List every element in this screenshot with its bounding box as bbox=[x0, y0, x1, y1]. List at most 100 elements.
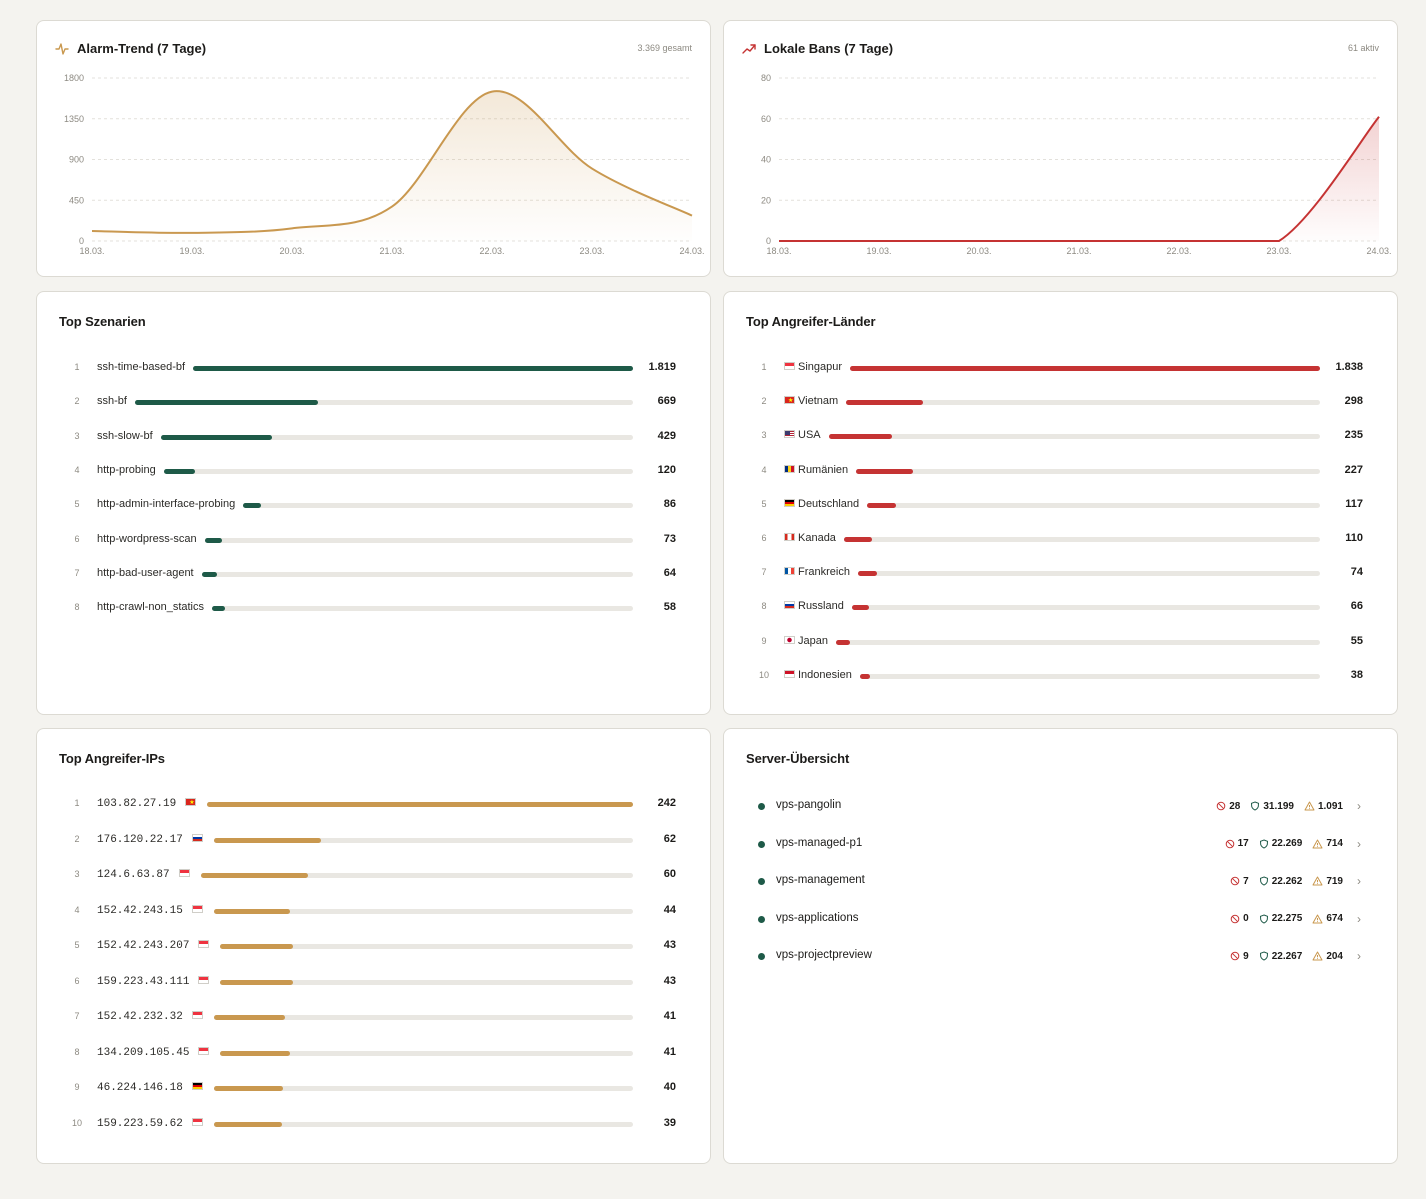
country-row[interactable]: 5 Deutschland 117 bbox=[724, 498, 1397, 512]
country-row[interactable]: 2 ★ Vietnam 298 bbox=[724, 395, 1397, 409]
bar-value: 227 bbox=[1344, 463, 1363, 476]
chevron-right-icon[interactable]: › bbox=[1357, 949, 1361, 963]
server-row[interactable]: vps-applications 0 22.275 674 › bbox=[724, 911, 1397, 927]
ip-row[interactable]: 9 46.224.146.18 40 bbox=[37, 1081, 710, 1095]
server-bans: 0 bbox=[1230, 913, 1249, 924]
scenario-name-text: ssh-time-based-bf bbox=[97, 361, 186, 373]
flag-sg-icon bbox=[198, 1046, 210, 1055]
server-alerts-value: 719 bbox=[1326, 875, 1343, 887]
rank-number: 7 bbox=[761, 567, 767, 578]
scenario-row[interactable]: 4 http-probing 120 bbox=[37, 464, 710, 478]
country-name-text: Frankreich bbox=[798, 566, 850, 579]
country-name: Kanada bbox=[784, 532, 836, 544]
rank-number: 1 bbox=[74, 798, 80, 808]
bar-value: 41 bbox=[663, 1010, 676, 1022]
ip-row[interactable]: 4 152.42.243.15 44 bbox=[37, 904, 710, 918]
server-bans-value: 9 bbox=[1243, 950, 1249, 962]
server-stats: 17 22.269 714 › bbox=[1225, 837, 1361, 851]
server-row[interactable]: vps-projectpreview 9 22.267 204 › bbox=[724, 948, 1397, 964]
series-line bbox=[779, 116, 1380, 243]
bar-value: 64 bbox=[663, 566, 676, 579]
server-row[interactable]: vps-management 7 22.262 719 › bbox=[724, 873, 1397, 889]
series-area bbox=[92, 91, 692, 241]
server-stats: 28 31.199 1.091 › bbox=[1216, 799, 1361, 813]
server-name: vps-managed-p1 bbox=[776, 836, 863, 849]
trending-up-icon bbox=[742, 43, 756, 54]
bar-fill bbox=[220, 944, 294, 949]
bar-fill bbox=[836, 639, 851, 645]
scenario-row[interactable]: 6 http-wordpress-scan 73 bbox=[37, 533, 710, 547]
scenario-row[interactable]: 8 http-crawl-non_statics 58 bbox=[37, 601, 710, 615]
country-name: Singapur bbox=[784, 361, 842, 373]
local-bans-card: Lokale Bans (7 Tage) 61 aktiv 0 20 40 60 80 1… bbox=[723, 20, 1398, 277]
country-row[interactable]: 1 Singapur 1.838 bbox=[724, 361, 1397, 375]
y-tick-label: 20 bbox=[761, 195, 771, 205]
bar-value: 43 bbox=[663, 939, 676, 951]
country-row[interactable]: 4 Rumänien 227 bbox=[724, 464, 1397, 478]
x-tick-label: 22.03. bbox=[479, 246, 504, 256]
alarm-trend-header: Alarm-Trend (7 Tage) bbox=[55, 41, 206, 56]
scenario-row[interactable]: 2 ssh-bf 669 bbox=[37, 395, 710, 409]
ip-row[interactable]: 2 176.120.22.17 62 bbox=[37, 833, 710, 847]
ip-row[interactable]: 10 159.223.59.62 39 bbox=[37, 1117, 710, 1131]
ip-row[interactable]: 7 152.42.232.32 41 bbox=[37, 1010, 710, 1024]
bar-fill bbox=[243, 503, 262, 509]
rank-number: 3 bbox=[74, 430, 80, 441]
ip-row[interactable]: 1 103.82.27.19 ★ 242 bbox=[37, 797, 710, 811]
y-tick-label: 900 bbox=[69, 155, 84, 165]
scenario-row[interactable]: 5 http-admin-interface-probing 86 bbox=[37, 498, 710, 512]
scenario-row[interactable]: 7 http-bad-user-agent 64 bbox=[37, 567, 710, 581]
country-name-text: Indonesien bbox=[798, 668, 852, 681]
y-tick-label: 60 bbox=[761, 114, 771, 124]
flag-ru-icon bbox=[784, 601, 795, 610]
ip-row[interactable]: 6 159.223.43.111 43 bbox=[37, 975, 710, 989]
ip-address-text: 159.223.43.111 bbox=[97, 975, 190, 988]
bar-fill bbox=[844, 537, 873, 542]
status-dot bbox=[758, 953, 765, 960]
server-row[interactable]: vps-managed-p1 17 22.269 714 › bbox=[724, 836, 1397, 852]
x-tick-label: 19.03. bbox=[866, 246, 891, 256]
bar-fill bbox=[220, 1050, 290, 1056]
bar-fill bbox=[202, 571, 218, 577]
top-scenarios-card: Top Szenarien 1 ssh-time-based-bf 1.819 2 ss… bbox=[36, 291, 711, 715]
server-stats: 7 22.262 719 › bbox=[1230, 874, 1361, 888]
chevron-right-icon[interactable]: › bbox=[1357, 874, 1361, 888]
rank-number: 10 bbox=[71, 1117, 82, 1128]
shield-icon bbox=[1259, 913, 1268, 924]
flag-vn-icon: ★ bbox=[784, 396, 795, 405]
alarm-trend-chart: 0 450 900 1350 1800 18.03. 19.03. 20.03. 21.03. 2… bbox=[64, 73, 705, 256]
country-row[interactable]: 9 Japan 55 bbox=[724, 635, 1397, 649]
ip-address-text: 46.224.146.18 bbox=[97, 1082, 183, 1094]
country-row[interactable]: 6 Kanada 110 bbox=[724, 532, 1397, 546]
flag-ro-icon bbox=[784, 464, 795, 473]
bar-fill bbox=[867, 502, 896, 508]
country-row[interactable]: 8 Russland 66 bbox=[724, 600, 1397, 614]
shield-icon bbox=[1259, 838, 1268, 849]
country-row[interactable]: 7 Frankreich 74 bbox=[724, 566, 1397, 580]
ip-address: 159.223.59.62 bbox=[97, 1117, 206, 1130]
bar-value: 120 bbox=[657, 463, 676, 476]
server-name: vps-applications bbox=[776, 911, 859, 924]
scenario-row[interactable]: 3 ssh-slow-bf 429 bbox=[37, 430, 710, 444]
country-name-text: Russland bbox=[798, 600, 844, 613]
server-decisions: 22.267 bbox=[1259, 951, 1302, 962]
y-tick-label: 450 bbox=[69, 195, 84, 205]
chevron-right-icon[interactable]: › bbox=[1357, 911, 1361, 926]
ip-row[interactable]: 8 134.209.105.45 41 bbox=[37, 1046, 710, 1060]
ip-row[interactable]: 3 124.6.63.87 60 bbox=[37, 868, 710, 882]
country-row[interactable]: 3 USA 235 bbox=[724, 429, 1397, 443]
bar-fill bbox=[201, 873, 309, 878]
flag-sg-icon bbox=[191, 1011, 203, 1020]
flag-fr-icon bbox=[784, 567, 795, 576]
warning-icon bbox=[1312, 839, 1323, 848]
chevron-right-icon[interactable]: › bbox=[1357, 836, 1361, 851]
server-row[interactable]: vps-pangolin 28 31.199 1.091 › bbox=[724, 798, 1397, 814]
country-row[interactable]: 10 Indonesien 38 bbox=[724, 669, 1397, 683]
scenario-name-text: http-probing bbox=[97, 463, 156, 476]
scenario-row[interactable]: 1 ssh-time-based-bf 1.819 bbox=[37, 361, 710, 375]
bar-value: 55 bbox=[1350, 634, 1363, 647]
server-alerts: 1.091 bbox=[1304, 801, 1343, 812]
ip-row[interactable]: 5 152.42.243.207 43 bbox=[37, 939, 710, 953]
chevron-right-icon[interactable]: › bbox=[1357, 799, 1361, 813]
ip-address-text: 124.6.63.87 bbox=[97, 869, 170, 881]
